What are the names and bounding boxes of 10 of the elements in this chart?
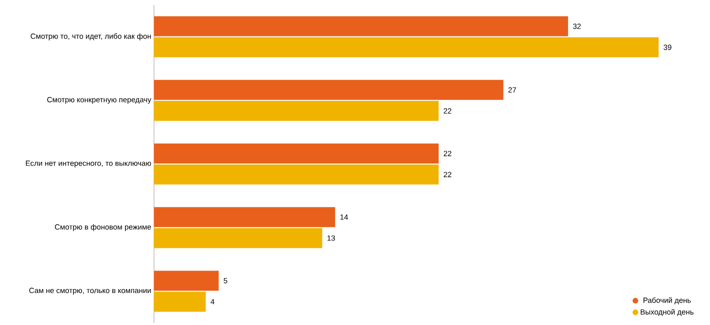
- bar: [154, 164, 439, 185]
- bar: [154, 144, 439, 164]
- bar: [154, 100, 439, 121]
- bar: [154, 80, 504, 100]
- bar: [154, 37, 659, 58]
- bar: [154, 228, 322, 248]
- bar: [154, 16, 568, 36]
- bar: [154, 292, 206, 312]
- bar: [154, 207, 336, 228]
- bar: [154, 270, 219, 291]
